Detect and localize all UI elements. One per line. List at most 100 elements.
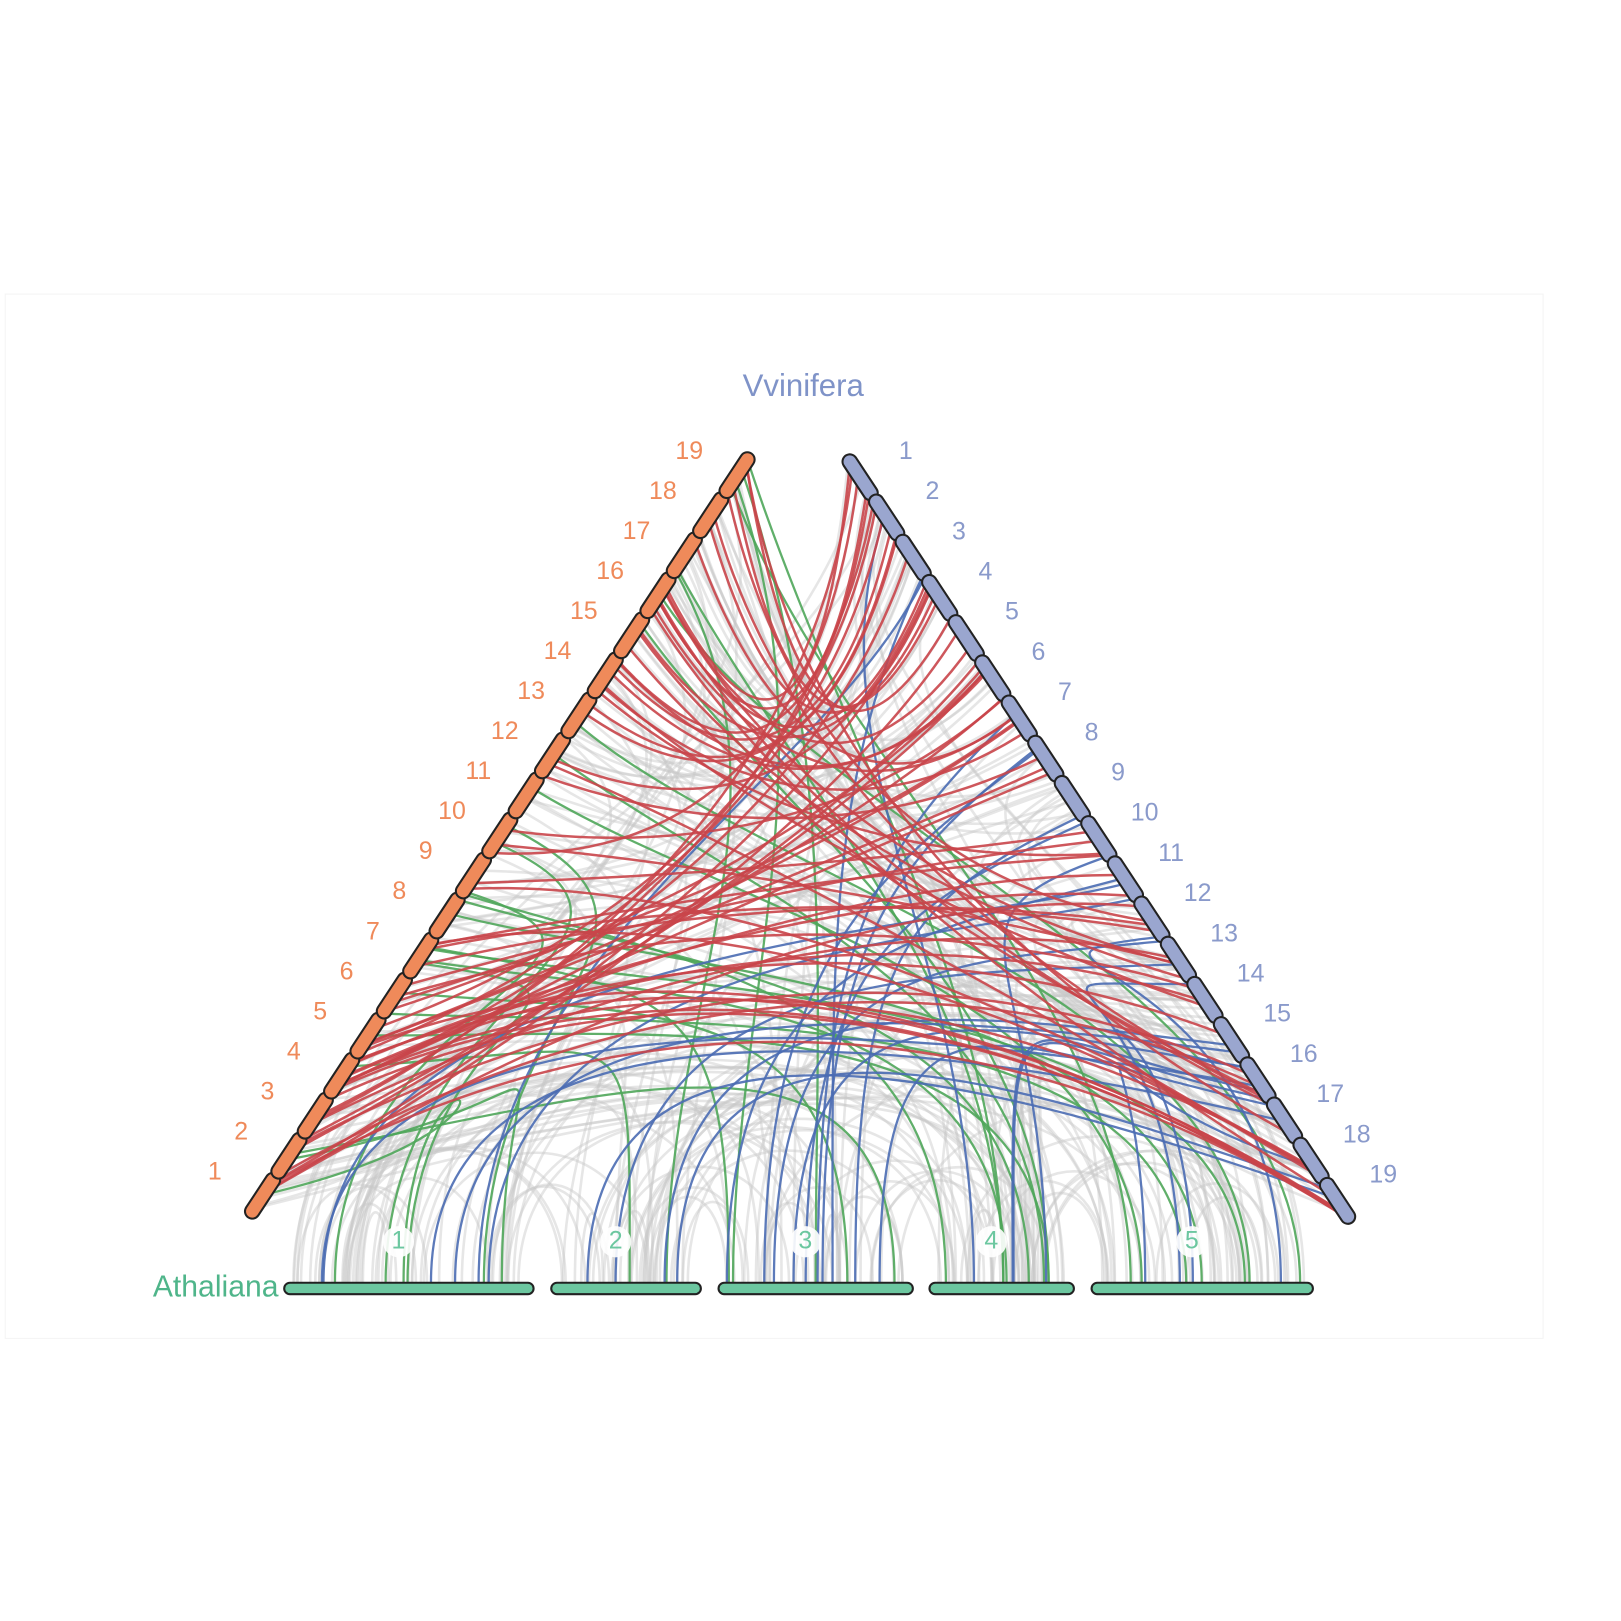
synteny-link [424,905,1161,951]
chromosome [870,495,904,540]
synteny-link [676,1071,1331,1283]
synteny-link [388,718,1021,1005]
chromosome-label: 7 [366,917,380,945]
chromosome-label: 19 [675,437,703,465]
chromosome-label: 19 [1369,1160,1397,1188]
synteny-link [614,658,989,768]
synteny-link [359,990,1349,1218]
label-bg [1176,1226,1208,1258]
synteny-link [1004,754,1270,1283]
synteny-link [571,663,985,786]
synteny-link [1041,1149,1277,1283]
synteny-link [276,1092,483,1283]
synteny-link [504,556,915,1283]
synteny-link [859,793,1071,1283]
synteny-link [491,1034,1109,1283]
synteny-link [348,961,1230,1066]
chromosome [923,575,957,620]
chromosome-label: 15 [1263,1000,1291,1028]
synteny-link [291,658,982,1153]
genome-name: Vvinifera [743,368,865,403]
chromosome-label: 17 [1316,1080,1344,1108]
synteny-link [744,461,1297,1139]
chromosome-label: 2 [234,1117,248,1145]
chromosome [667,533,701,578]
synteny-link [253,1102,1036,1283]
synteny-link [267,1040,1352,1222]
chromosome-label: 9 [1111,759,1125,787]
synteny-link [854,813,1084,1283]
synteny-link [612,558,726,1283]
synteny-link [587,699,1142,1283]
synteny-link [360,670,648,1283]
synteny-link [561,519,738,1283]
chromosome [430,893,464,938]
synteny-link [506,1121,834,1283]
synteny-link [438,893,1146,929]
synteny-link [539,754,1045,820]
synteny-link [686,1051,1248,1283]
synteny-link [347,892,1137,1067]
synteny-link [453,1022,1240,1283]
synteny-link [672,1071,1167,1283]
chromosome-label: 6 [1032,638,1046,666]
chromosome-label: 4 [978,558,992,586]
chromosome-label: 7 [1058,678,1072,706]
chromosome [325,1053,359,1098]
synteny-link [337,1057,993,1283]
synteny-link [626,641,1186,971]
synteny-link [956,807,1080,1283]
synteny-link [666,569,923,722]
synteny-link [681,1200,744,1283]
chromosome-label: 4 [287,1037,301,1065]
synteny-link [289,1086,896,1283]
chromosome-label: 16 [596,557,624,585]
genome-name: Athaliana [153,1270,279,1303]
chromosome-label: 8 [1085,718,1099,746]
chromosome [1055,776,1089,821]
chromosome [562,693,596,738]
chromosome-label: 4 [984,1226,998,1254]
synteny-link [314,1185,429,1283]
chromosome-label: 6 [340,957,354,985]
label-bg [382,1226,415,1258]
chromosome [377,973,411,1018]
synteny-link [441,922,628,1283]
chromosome [1214,1018,1249,1062]
synteny-link [629,1117,969,1283]
panel-frame [4,293,1544,1339]
synteny-link [595,688,1109,857]
chromosome [272,1133,306,1178]
synteny-link [530,786,1143,1283]
chromosome [1002,696,1036,741]
chromosome-label: 11 [1158,839,1184,867]
synteny-link [598,682,783,1283]
synteny-link [361,719,1022,1046]
synteny-link [708,516,1289,1127]
synteny-link [731,481,941,709]
synteny-link [591,1085,1038,1283]
synteny-link [638,622,1050,1283]
chromosome [1161,937,1196,982]
chromosome-label: 1 [392,1226,406,1254]
chromosome [949,616,983,661]
synteny-link [725,490,1154,924]
synteny-link [487,1185,602,1283]
synteny-link [550,582,931,791]
label-bg [975,1226,1007,1258]
synteny-link [292,501,878,1283]
chromosome [588,653,622,698]
chromosome [1241,1058,1275,1103]
synteny-link [507,576,706,1283]
chromosome [456,853,490,898]
synteny-link [285,1088,521,1283]
chromosome [694,493,728,538]
chromosome-label: 10 [1131,799,1159,827]
synteny-link [662,586,973,745]
chromosome [1082,817,1116,862]
chromosome-label: 3 [952,517,966,545]
synteny-link [641,1047,1216,1283]
chromosome-label: 15 [570,597,598,625]
synteny-link [525,794,986,1283]
synteny-link [262,1098,462,1283]
